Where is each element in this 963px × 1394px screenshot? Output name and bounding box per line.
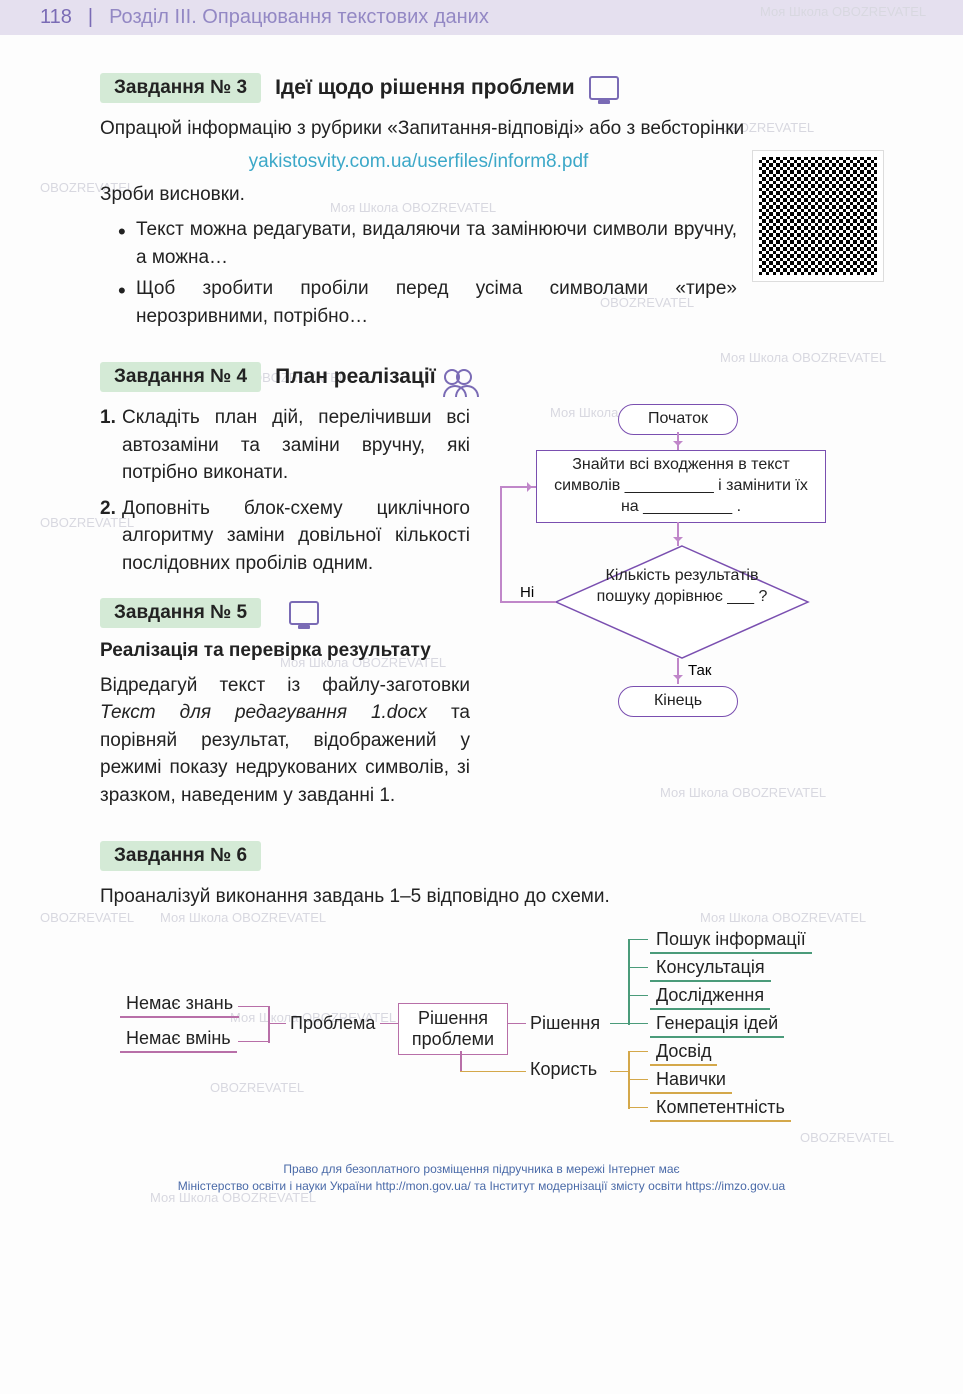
task-4-heading: Завдання № 4 План реалізації [100, 362, 883, 392]
cm-right-item: Генерація ідей [650, 1011, 784, 1038]
task-6-heading: Завдання № 6 [100, 841, 883, 871]
task-3-title: Ідеї щодо рішення проблеми [275, 76, 575, 100]
footer-link[interactable]: https://imzo.gov.ua [685, 1179, 785, 1193]
people-icon [448, 369, 472, 385]
task-6-badge: Завдання № 6 [100, 841, 261, 871]
flowchart-no-label: Ні [520, 584, 534, 601]
flowchart-process: Знайти всі входження в текст символів __… [536, 450, 826, 522]
cm-right-item: Пошук інформації [650, 927, 812, 954]
cm-solution-label: Рішення [530, 1013, 600, 1034]
task-3-intro: Опрацюй інформацію з рубрики «Запитання-… [100, 115, 883, 143]
cm-right-item: Навички [650, 1067, 732, 1094]
cm-left-item: Немає вмінь [120, 1026, 237, 1053]
flowchart-decision: Кількість результатів пошуку дорівнює __… [582, 566, 782, 608]
task-4-badge: Завдання № 4 [100, 362, 261, 392]
monitor-icon [589, 76, 619, 100]
list-item: 2.Доповніть блок-схему циклічного алгори… [100, 495, 470, 578]
cm-benefit-label: Користь [530, 1059, 597, 1080]
concept-map: Немає знань Немає вмінь Проблема Рішення… [120, 931, 883, 1131]
flowchart-yes-label: Так [688, 662, 711, 679]
monitor-icon [289, 601, 319, 625]
task-3-badge: Завдання № 3 [100, 73, 261, 103]
task-5-badge: Завдання № 5 [100, 598, 261, 628]
task-4-5-layout: 1.Складіть план дій, перелічивши всі авт… [100, 404, 883, 817]
cm-right-item: Консультація [650, 955, 771, 982]
task-4-title: План реалізації [275, 365, 435, 389]
page-header: 118 | Розділ III. Опрацювання текстових … [0, 0, 963, 35]
bullet-item: Текст можна редагувати, видаляючи та зам… [118, 216, 883, 271]
section-title: Розділ III. Опрацювання текстових даних [109, 6, 489, 29]
cm-right-item: Дослідження [650, 983, 770, 1010]
flowchart-start: Початок [618, 404, 738, 435]
page-content: Завдання № 3 Ідеї щодо рішення проблеми … [0, 35, 963, 1151]
header-separator: | [88, 6, 93, 29]
task-5-title: Реалізація та перевірка результату [100, 640, 470, 662]
page-footer: Право для безоплатного розміщення підруч… [0, 1151, 963, 1215]
task-3-heading: Завдання № 3 Ідеї щодо рішення проблеми [100, 73, 883, 103]
page-number: 118 [40, 6, 72, 29]
cm-right-item: Компетентність [650, 1095, 791, 1122]
flowchart: Початок Знайти всі входження в текст сим… [488, 404, 858, 744]
task-6-text: Проаналізуй виконання завдань 1–5 відпов… [100, 883, 883, 911]
cm-center-box: Рішення проблеми [398, 1003, 508, 1055]
cm-right-item: Досвід [650, 1039, 717, 1066]
flowchart-end: Кінець [618, 686, 738, 717]
task-5-text: Відредагуй текст із файлу-заготовки Текс… [100, 672, 470, 810]
cm-left-item: Немає знань [120, 991, 239, 1018]
footer-link[interactable]: http://mon.gov.ua/ [376, 1179, 471, 1193]
list-item: 1.Складіть план дій, перелічивши всі авт… [100, 404, 470, 487]
task-4-list: 1.Складіть план дій, перелічивши всі авт… [100, 404, 470, 577]
task-5-heading: Завдання № 5 [100, 598, 470, 628]
cm-problem-label: Проблема [290, 1013, 375, 1034]
bullet-item: Щоб зробити пробіли перед усіма символам… [118, 275, 883, 330]
